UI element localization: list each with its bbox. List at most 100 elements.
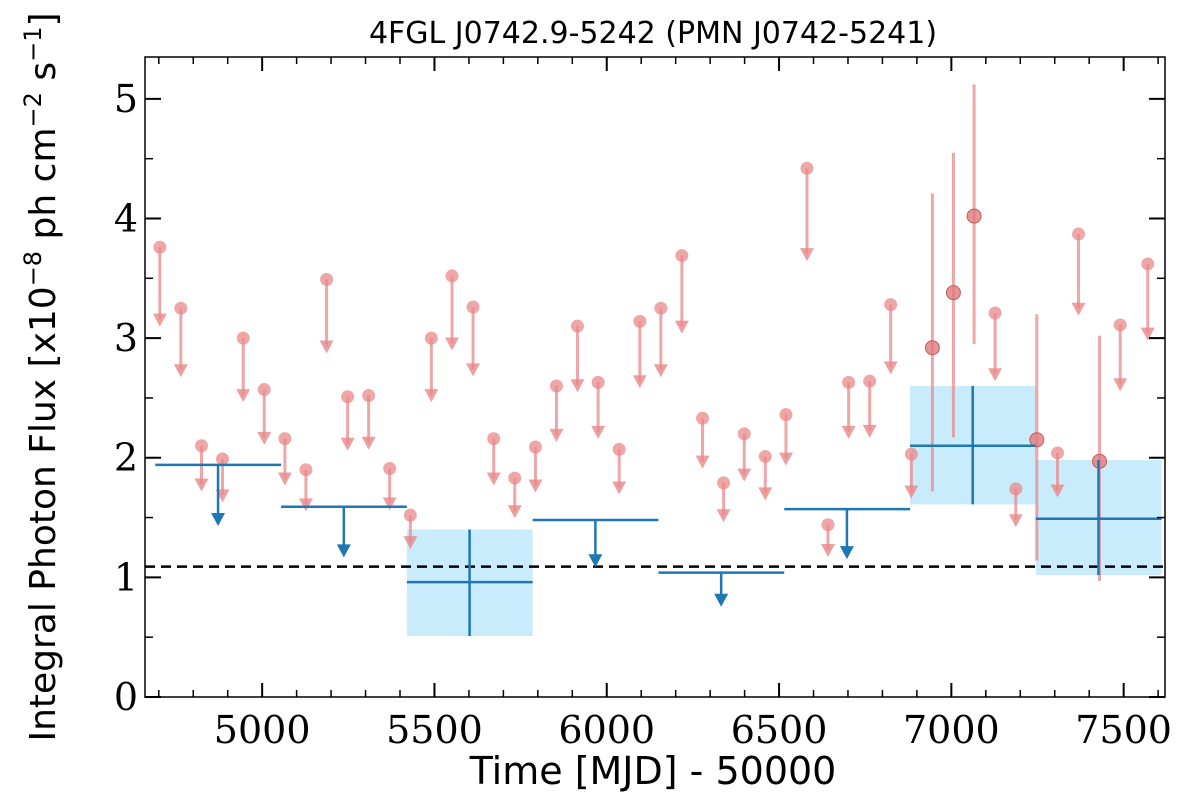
fine-upper-limit-point bbox=[570, 319, 584, 333]
fine-upper-limit-arrow bbox=[403, 536, 418, 550]
fine-upper-limit-arrow bbox=[319, 340, 334, 354]
fine-upper-limit-arrow bbox=[507, 505, 522, 519]
fine-upper-limit-arrow bbox=[194, 478, 209, 492]
fine-upper-limit-arrow bbox=[361, 436, 376, 450]
plot-frame bbox=[144, 56, 1166, 698]
fine-upper-limit-arrow bbox=[424, 389, 439, 403]
fine-upper-limit-arrow bbox=[549, 428, 564, 442]
fine-upper-limit-point bbox=[842, 375, 856, 389]
fine-upper-limit-point bbox=[654, 301, 668, 315]
fine-upper-limit-arrow bbox=[653, 364, 668, 378]
fine-upper-limit-point bbox=[696, 411, 710, 425]
fine-upper-limit-point bbox=[299, 463, 313, 477]
fine-upper-limit-arrow bbox=[778, 452, 793, 466]
fine-upper-limit-point bbox=[1141, 257, 1155, 271]
fine-upper-limit-arrow bbox=[152, 313, 167, 327]
fine-upper-limit-point bbox=[362, 389, 376, 403]
fine-upper-limit-point bbox=[341, 390, 355, 404]
fine-upper-limit-point bbox=[863, 374, 877, 388]
fine-upper-limit-point bbox=[675, 249, 689, 263]
fine-upper-limit-point bbox=[717, 476, 731, 490]
fine-upper-limit-arrow bbox=[173, 364, 188, 378]
fine-detection-point bbox=[1029, 432, 1045, 448]
fine-upper-limit-arrow bbox=[841, 425, 856, 439]
fine-upper-limit-arrow bbox=[298, 498, 313, 512]
y-tick-label: 3 bbox=[114, 316, 138, 360]
fine-upper-limit-arrow bbox=[716, 509, 731, 523]
fine-upper-limit-point bbox=[904, 447, 918, 461]
fine-upper-limit-arrow bbox=[883, 361, 898, 375]
fine-upper-limit-arrow bbox=[988, 368, 1003, 382]
axis-ticks: 5000 5500 6000 6500 7000 7500 0 1 2 3 4 5 bbox=[114, 57, 1172, 752]
coarse-upper-limit-arrow bbox=[839, 546, 854, 560]
fine-upper-limit-arrow bbox=[236, 389, 251, 403]
fine-upper-limit-point bbox=[612, 442, 626, 456]
fine-upper-limit-point bbox=[1072, 227, 1086, 241]
fine-upper-limit-point bbox=[195, 439, 209, 453]
x-axis-label: Time [MJD] - 50000 bbox=[469, 749, 837, 793]
x-tick-label: 5500 bbox=[386, 708, 483, 752]
y-axis-label: Integral Photon Flux [x10−8 ph cm−2 s−1] bbox=[19, 12, 64, 741]
y-tick-label: 0 bbox=[114, 675, 138, 719]
fine-upper-limit-point bbox=[445, 269, 459, 283]
fine-upper-limit-point bbox=[424, 331, 438, 345]
fine-upper-limit-arrow bbox=[382, 497, 397, 511]
x-tick-label: 7500 bbox=[1075, 708, 1172, 752]
fine-upper-limit-point bbox=[737, 427, 751, 441]
fine-detection-point bbox=[924, 340, 940, 356]
fine-upper-limit-point bbox=[800, 161, 814, 175]
coarse-upper-limit-arrow bbox=[714, 593, 729, 607]
x-tick-label: 7000 bbox=[903, 708, 1000, 752]
fine-upper-limit-arrow bbox=[591, 425, 606, 439]
fine-upper-limit-point bbox=[174, 301, 188, 315]
fine-upper-limit-arrow bbox=[1140, 327, 1155, 341]
fine-upper-limit-arrow bbox=[820, 544, 835, 558]
fine-upper-limit-point bbox=[549, 379, 563, 393]
x-tick-label: 5000 bbox=[214, 708, 311, 752]
fine-upper-limit-arrow bbox=[570, 379, 585, 393]
fine-upper-limit-arrow bbox=[904, 485, 919, 499]
fine-upper-limit-arrow bbox=[612, 481, 627, 495]
fine-detection-point bbox=[966, 208, 982, 224]
fine-upper-limit-arrow bbox=[695, 455, 710, 469]
fine-upper-limit-arrow bbox=[737, 468, 752, 482]
coarse-upper-limit-arrow bbox=[588, 554, 603, 568]
coarse-bin-bands bbox=[406, 385, 1162, 636]
fine-upper-limit-point bbox=[821, 518, 835, 532]
fine-detection-point bbox=[945, 285, 961, 301]
fine-upper-limit-arrow bbox=[257, 431, 272, 445]
fine-upper-limit-point bbox=[216, 452, 230, 466]
x-tick-label: 6000 bbox=[558, 708, 655, 752]
fine-bin-series bbox=[152, 84, 1155, 581]
x-tick-label: 6500 bbox=[731, 708, 828, 752]
fine-upper-limit-point bbox=[236, 331, 250, 345]
fine-upper-limit-arrow bbox=[799, 248, 814, 262]
fine-upper-limit-point bbox=[591, 375, 605, 389]
fine-upper-limit-arrow bbox=[445, 337, 460, 351]
fine-upper-limit-arrow bbox=[486, 472, 501, 486]
fine-upper-limit-point bbox=[1050, 446, 1064, 460]
y-tick-label: 4 bbox=[114, 196, 138, 240]
coarse-upper-limit-arrow bbox=[211, 512, 226, 526]
fine-upper-limit-arrow bbox=[1008, 514, 1023, 528]
fine-upper-limit-arrow bbox=[674, 320, 689, 334]
coarse-upper-limit-arrow bbox=[336, 544, 351, 558]
fine-upper-limit-arrow bbox=[1113, 378, 1128, 392]
fine-upper-limit-point bbox=[403, 508, 417, 522]
fine-upper-limit-arrow bbox=[1050, 484, 1065, 498]
fine-upper-limit-arrow bbox=[528, 479, 543, 493]
fine-upper-limit-arrow bbox=[632, 375, 647, 389]
fine-upper-limit-point bbox=[758, 450, 772, 464]
fine-upper-limit-point bbox=[278, 432, 292, 446]
fine-upper-limit-point bbox=[988, 306, 1002, 320]
y-tick-label: 1 bbox=[114, 555, 138, 599]
fine-upper-limit-point bbox=[383, 462, 397, 476]
fine-upper-limit-arrow bbox=[862, 424, 877, 438]
chart-title: 4FGL J0742.9-5242 (PMN J0742-5241) bbox=[369, 16, 937, 51]
fine-upper-limit-point bbox=[779, 408, 793, 422]
fine-upper-limit-point bbox=[257, 383, 271, 397]
fine-upper-limit-point bbox=[466, 300, 480, 314]
fine-upper-limit-arrow bbox=[758, 487, 773, 501]
y-tick-label: 2 bbox=[114, 436, 138, 480]
